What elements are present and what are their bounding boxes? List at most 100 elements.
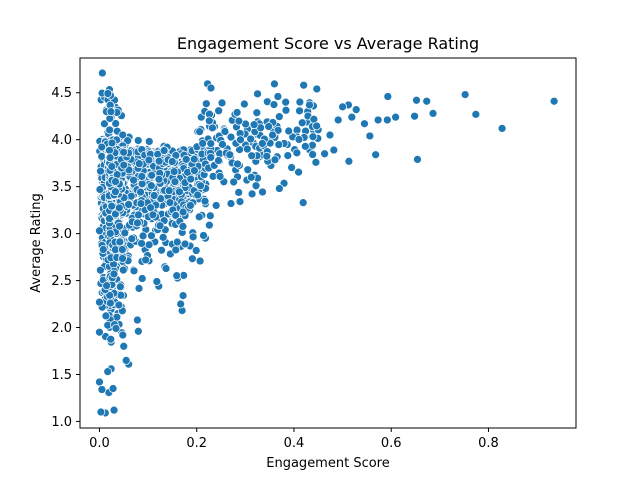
data-point	[187, 254, 197, 264]
data-point	[95, 297, 104, 307]
y-tick-label: 3.0	[51, 227, 72, 242]
data-point	[115, 282, 125, 292]
data-point	[105, 298, 115, 308]
data-point	[204, 220, 214, 230]
data-point	[297, 118, 307, 128]
data-point	[167, 157, 177, 166]
data-point	[365, 131, 375, 141]
data-point	[115, 237, 125, 247]
data-point	[134, 210, 143, 220]
y-tick-label: 2.0	[51, 321, 72, 336]
y-tick-label: 4.0	[51, 133, 72, 148]
data-point	[103, 89, 113, 98]
data-point	[95, 185, 105, 194]
data-point	[127, 234, 137, 244]
data-point	[249, 120, 259, 130]
x-tick-label: 0.0	[89, 436, 110, 451]
data-point	[171, 245, 181, 255]
data-point	[294, 167, 303, 177]
data-point	[471, 109, 481, 119]
data-point	[178, 291, 188, 300]
data-point	[134, 284, 144, 293]
data-point	[129, 266, 139, 276]
data-point	[137, 274, 147, 283]
data-point	[129, 175, 138, 185]
data-point	[549, 96, 559, 106]
data-point	[233, 159, 242, 169]
data-point	[109, 405, 119, 415]
points-layer	[95, 68, 559, 418]
data-point	[247, 151, 257, 161]
data-point	[264, 122, 274, 131]
y-axis-label: Average Rating	[29, 193, 44, 292]
data-point	[136, 187, 145, 197]
data-point	[274, 140, 284, 150]
data-point	[154, 156, 164, 166]
data-point	[186, 201, 195, 210]
data-point	[235, 197, 245, 206]
data-point	[206, 153, 216, 162]
data-point	[308, 132, 318, 142]
data-point	[109, 269, 119, 279]
data-point	[172, 271, 182, 281]
data-point	[347, 112, 357, 122]
data-point	[154, 174, 164, 184]
data-point	[274, 184, 284, 193]
data-point	[148, 210, 158, 220]
data-point	[329, 145, 339, 155]
data-point	[111, 187, 120, 197]
y-tick-label: 2.5	[51, 274, 72, 289]
data-point	[144, 240, 154, 250]
data-point	[103, 367, 113, 377]
data-point	[295, 97, 305, 107]
data-point	[111, 209, 120, 219]
data-point	[273, 92, 283, 101]
data-point	[273, 125, 283, 135]
data-point	[308, 140, 317, 150]
data-point	[157, 245, 166, 255]
data-point	[206, 139, 216, 148]
data-point	[226, 132, 236, 142]
data-point	[111, 324, 121, 333]
data-point	[268, 130, 277, 140]
data-point	[196, 181, 205, 191]
data-point	[253, 89, 262, 99]
data-point	[281, 97, 291, 107]
data-point	[95, 327, 104, 337]
data-point	[106, 334, 116, 344]
data-point	[147, 170, 157, 180]
data-point	[413, 155, 422, 164]
data-point	[299, 80, 309, 90]
data-point	[102, 281, 112, 291]
data-point	[133, 136, 143, 145]
data-point	[205, 211, 215, 221]
data-point	[383, 92, 393, 101]
data-point	[234, 116, 244, 126]
data-point	[220, 127, 230, 136]
data-point	[141, 255, 151, 265]
data-point	[295, 106, 304, 116]
data-point	[119, 341, 129, 351]
plot-area-frame	[79, 57, 577, 429]
y-tick-label: 1.5	[51, 368, 72, 383]
data-point	[180, 239, 190, 249]
data-point	[294, 135, 304, 144]
data-point	[149, 191, 159, 200]
data-point	[118, 330, 128, 340]
data-point	[195, 256, 205, 266]
data-point	[251, 181, 261, 191]
data-point	[225, 150, 235, 160]
data-point	[428, 109, 438, 118]
data-point	[298, 198, 308, 208]
data-point	[136, 199, 146, 208]
data-point	[107, 138, 117, 148]
data-point	[247, 189, 257, 199]
data-point	[217, 98, 227, 108]
data-point	[198, 139, 208, 148]
x-tick-label: 0.4	[284, 436, 305, 451]
data-point	[199, 231, 208, 240]
data-point	[188, 232, 198, 242]
data-point	[274, 112, 284, 122]
data-point	[105, 229, 115, 238]
data-point	[311, 157, 321, 167]
